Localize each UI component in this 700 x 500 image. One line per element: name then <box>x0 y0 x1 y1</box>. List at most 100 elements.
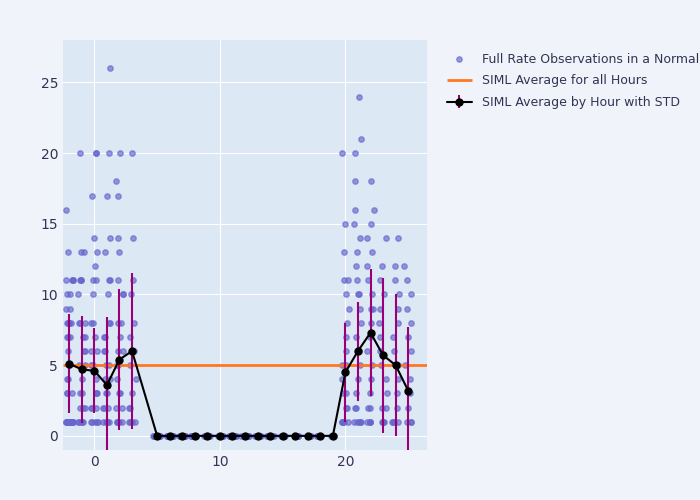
Full Rate Observations in a Normal Point <box>116 418 127 426</box>
Full Rate Observations in a Normal Point <box>351 333 362 341</box>
Full Rate Observations in a Normal Point <box>113 418 125 426</box>
Full Rate Observations in a Normal Point <box>190 432 202 440</box>
Full Rate Observations in a Normal Point <box>162 432 173 440</box>
Full Rate Observations in a Normal Point <box>243 432 254 440</box>
Full Rate Observations in a Normal Point <box>91 418 102 426</box>
Full Rate Observations in a Normal Point <box>89 234 100 242</box>
Full Rate Observations in a Normal Point <box>60 418 71 426</box>
Full Rate Observations in a Normal Point <box>342 418 354 426</box>
Full Rate Observations in a Normal Point <box>253 432 264 440</box>
Full Rate Observations in a Normal Point <box>65 418 76 426</box>
Full Rate Observations in a Normal Point <box>352 276 363 284</box>
Full Rate Observations in a Normal Point <box>350 404 361 411</box>
Full Rate Observations in a Normal Point <box>112 192 123 200</box>
Full Rate Observations in a Normal Point <box>354 290 365 298</box>
Full Rate Observations in a Normal Point <box>351 418 363 426</box>
Full Rate Observations in a Normal Point <box>268 432 279 440</box>
Full Rate Observations in a Normal Point <box>381 390 392 398</box>
Full Rate Observations in a Normal Point <box>64 290 76 298</box>
Full Rate Observations in a Normal Point <box>64 418 76 426</box>
Full Rate Observations in a Normal Point <box>150 432 162 440</box>
Full Rate Observations in a Normal Point <box>312 432 323 440</box>
Full Rate Observations in a Normal Point <box>230 432 241 440</box>
Full Rate Observations in a Normal Point <box>61 333 72 341</box>
Full Rate Observations in a Normal Point <box>150 432 161 440</box>
Full Rate Observations in a Normal Point <box>354 347 365 355</box>
Full Rate Observations in a Normal Point <box>201 432 212 440</box>
Full Rate Observations in a Normal Point <box>153 432 164 440</box>
Full Rate Observations in a Normal Point <box>380 234 391 242</box>
Full Rate Observations in a Normal Point <box>104 276 116 284</box>
Full Rate Observations in a Normal Point <box>152 432 163 440</box>
Full Rate Observations in a Normal Point <box>349 149 360 157</box>
Full Rate Observations in a Normal Point <box>405 347 416 355</box>
Full Rate Observations in a Normal Point <box>292 432 303 440</box>
Full Rate Observations in a Normal Point <box>212 432 223 440</box>
Full Rate Observations in a Normal Point <box>365 220 377 228</box>
Full Rate Observations in a Normal Point <box>199 432 211 440</box>
Full Rate Observations in a Normal Point <box>217 432 228 440</box>
Full Rate Observations in a Normal Point <box>363 276 374 284</box>
Full Rate Observations in a Normal Point <box>349 206 360 214</box>
Full Rate Observations in a Normal Point <box>75 390 86 398</box>
Full Rate Observations in a Normal Point <box>191 432 202 440</box>
Full Rate Observations in a Normal Point <box>99 347 111 355</box>
Full Rate Observations in a Normal Point <box>337 418 348 426</box>
Full Rate Observations in a Normal Point <box>342 276 354 284</box>
Full Rate Observations in a Normal Point <box>128 347 139 355</box>
Full Rate Observations in a Normal Point <box>90 262 101 270</box>
Full Rate Observations in a Normal Point <box>174 432 186 440</box>
Full Rate Observations in a Normal Point <box>62 390 73 398</box>
Full Rate Observations in a Normal Point <box>104 64 116 72</box>
Full Rate Observations in a Normal Point <box>78 248 90 256</box>
Full Rate Observations in a Normal Point <box>336 418 347 426</box>
Full Rate Observations in a Normal Point <box>187 432 198 440</box>
Full Rate Observations in a Normal Point <box>110 404 121 411</box>
Full Rate Observations in a Normal Point <box>64 418 76 426</box>
Full Rate Observations in a Normal Point <box>377 404 388 411</box>
Full Rate Observations in a Normal Point <box>190 432 202 440</box>
Full Rate Observations in a Normal Point <box>337 376 348 384</box>
Full Rate Observations in a Normal Point <box>104 376 116 384</box>
Full Rate Observations in a Normal Point <box>178 432 190 440</box>
Full Rate Observations in a Normal Point <box>76 418 88 426</box>
Full Rate Observations in a Normal Point <box>304 432 315 440</box>
Full Rate Observations in a Normal Point <box>63 319 74 327</box>
Full Rate Observations in a Normal Point <box>67 418 78 426</box>
Full Rate Observations in a Normal Point <box>314 432 325 440</box>
Full Rate Observations in a Normal Point <box>125 418 136 426</box>
Full Rate Observations in a Normal Point <box>393 376 404 384</box>
Full Rate Observations in a Normal Point <box>364 390 375 398</box>
Full Rate Observations in a Normal Point <box>75 248 86 256</box>
Full Rate Observations in a Normal Point <box>162 432 174 440</box>
Full Rate Observations in a Normal Point <box>74 361 85 369</box>
Full Rate Observations in a Normal Point <box>276 432 287 440</box>
Full Rate Observations in a Normal Point <box>361 234 372 242</box>
Full Rate Observations in a Normal Point <box>374 347 386 355</box>
Full Rate Observations in a Normal Point <box>80 347 91 355</box>
Full Rate Observations in a Normal Point <box>337 149 348 157</box>
Full Rate Observations in a Normal Point <box>113 361 124 369</box>
Full Rate Observations in a Normal Point <box>262 432 273 440</box>
Full Rate Observations in a Normal Point <box>378 418 389 426</box>
Full Rate Observations in a Normal Point <box>366 290 377 298</box>
Full Rate Observations in a Normal Point <box>92 418 104 426</box>
Full Rate Observations in a Normal Point <box>180 432 191 440</box>
Full Rate Observations in a Normal Point <box>251 432 262 440</box>
Full Rate Observations in a Normal Point <box>186 432 197 440</box>
Full Rate Observations in a Normal Point <box>362 418 373 426</box>
Full Rate Observations in a Normal Point <box>400 361 411 369</box>
Full Rate Observations in a Normal Point <box>214 432 225 440</box>
Full Rate Observations in a Normal Point <box>128 319 139 327</box>
Full Rate Observations in a Normal Point <box>113 390 125 398</box>
Full Rate Observations in a Normal Point <box>374 333 386 341</box>
Full Rate Observations in a Normal Point <box>364 333 375 341</box>
Full Rate Observations in a Normal Point <box>386 418 398 426</box>
Full Rate Observations in a Normal Point <box>368 206 379 214</box>
Full Rate Observations in a Normal Point <box>90 390 101 398</box>
Full Rate Observations in a Normal Point <box>305 432 316 440</box>
Full Rate Observations in a Normal Point <box>351 390 362 398</box>
Full Rate Observations in a Normal Point <box>374 319 385 327</box>
Full Rate Observations in a Normal Point <box>381 404 392 411</box>
Full Rate Observations in a Normal Point <box>118 290 129 298</box>
